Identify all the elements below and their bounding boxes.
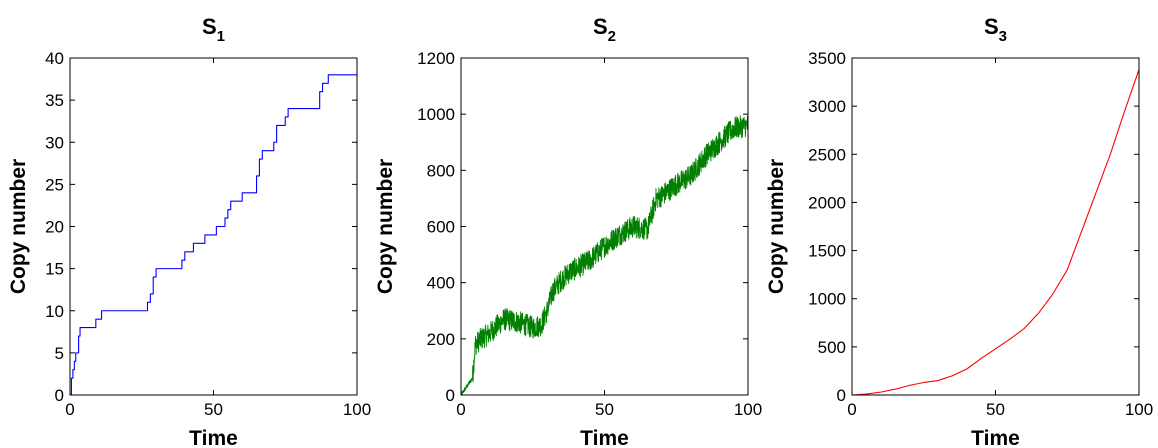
y-tick-label: 0 — [55, 386, 64, 405]
chart-title: S1 — [202, 14, 225, 45]
y-tick-label: 5 — [55, 344, 64, 363]
y-tick-label: 500 — [818, 338, 846, 357]
y-tick-label: 400 — [427, 274, 455, 293]
series-line-1 — [70, 74, 357, 395]
chart-panel-1: 0 50 100 0 5 10 15 20 25 30 35 40 Time Copy number S1 — [7, 14, 371, 448]
y-tick-label: 0 — [837, 386, 846, 405]
chart-title-subscript: 3 — [999, 28, 1007, 45]
y-tick-label: 1200 — [417, 49, 455, 68]
x-tick-label: 100 — [343, 400, 371, 419]
y-tick-label: 600 — [427, 218, 455, 237]
y-tick-label: 25 — [45, 175, 64, 194]
x-axis-label: Time — [971, 427, 1020, 448]
series-line-1 — [461, 115, 748, 395]
y-tick-label: 40 — [45, 49, 64, 68]
chart-title-main: S — [202, 14, 217, 39]
chart-title: S3 — [984, 14, 1007, 45]
y-axis-label: Copy number — [765, 159, 788, 294]
y-tick-label: 0 — [446, 386, 455, 405]
y-tick-label: 2500 — [808, 145, 846, 164]
chart-title-main: S — [984, 14, 999, 39]
x-tick-label: 50 — [204, 400, 223, 419]
y-axis-label: Copy number — [7, 159, 30, 294]
x-axis-label: Time — [189, 427, 238, 448]
y-axis-label: Copy number — [374, 159, 397, 294]
x-tick-label: 100 — [734, 400, 762, 419]
y-tick-label: 20 — [45, 218, 64, 237]
x-tick-label: 0 — [65, 400, 74, 419]
y-tick-label: 800 — [427, 161, 455, 180]
y-tick-label: 35 — [45, 91, 64, 110]
chart-title-main: S — [593, 14, 608, 39]
x-tick-label: 0 — [456, 400, 465, 419]
y-tick-label: 15 — [45, 260, 64, 279]
y-tick-label: 10 — [45, 302, 64, 321]
y-tick-label: 1500 — [808, 242, 846, 261]
x-tick-label: 50 — [986, 400, 1005, 419]
y-tick-label: 1000 — [417, 105, 455, 124]
x-tick-label: 0 — [847, 400, 856, 419]
y-tick-label: 2000 — [808, 193, 846, 212]
x-tick-label: 50 — [595, 400, 614, 419]
chart-panel-3: 0 50 1000500100015002000250030003500TimeCo… — [765, 14, 1153, 448]
y-tick-label: 30 — [45, 133, 64, 152]
x-tick-label: 100 — [1125, 400, 1153, 419]
y-tick-label: 3000 — [808, 97, 846, 116]
y-tick-label: 200 — [427, 330, 455, 349]
chart-title-subscript: 2 — [608, 28, 616, 45]
y-tick-label: 1000 — [808, 290, 846, 309]
chart-title: S2 — [593, 14, 616, 45]
y-tick-label: 3500 — [808, 49, 846, 68]
chart-title-subscript: 1 — [217, 28, 225, 45]
series-line-1 — [852, 69, 1139, 395]
x-axis-label: Time — [580, 427, 629, 448]
